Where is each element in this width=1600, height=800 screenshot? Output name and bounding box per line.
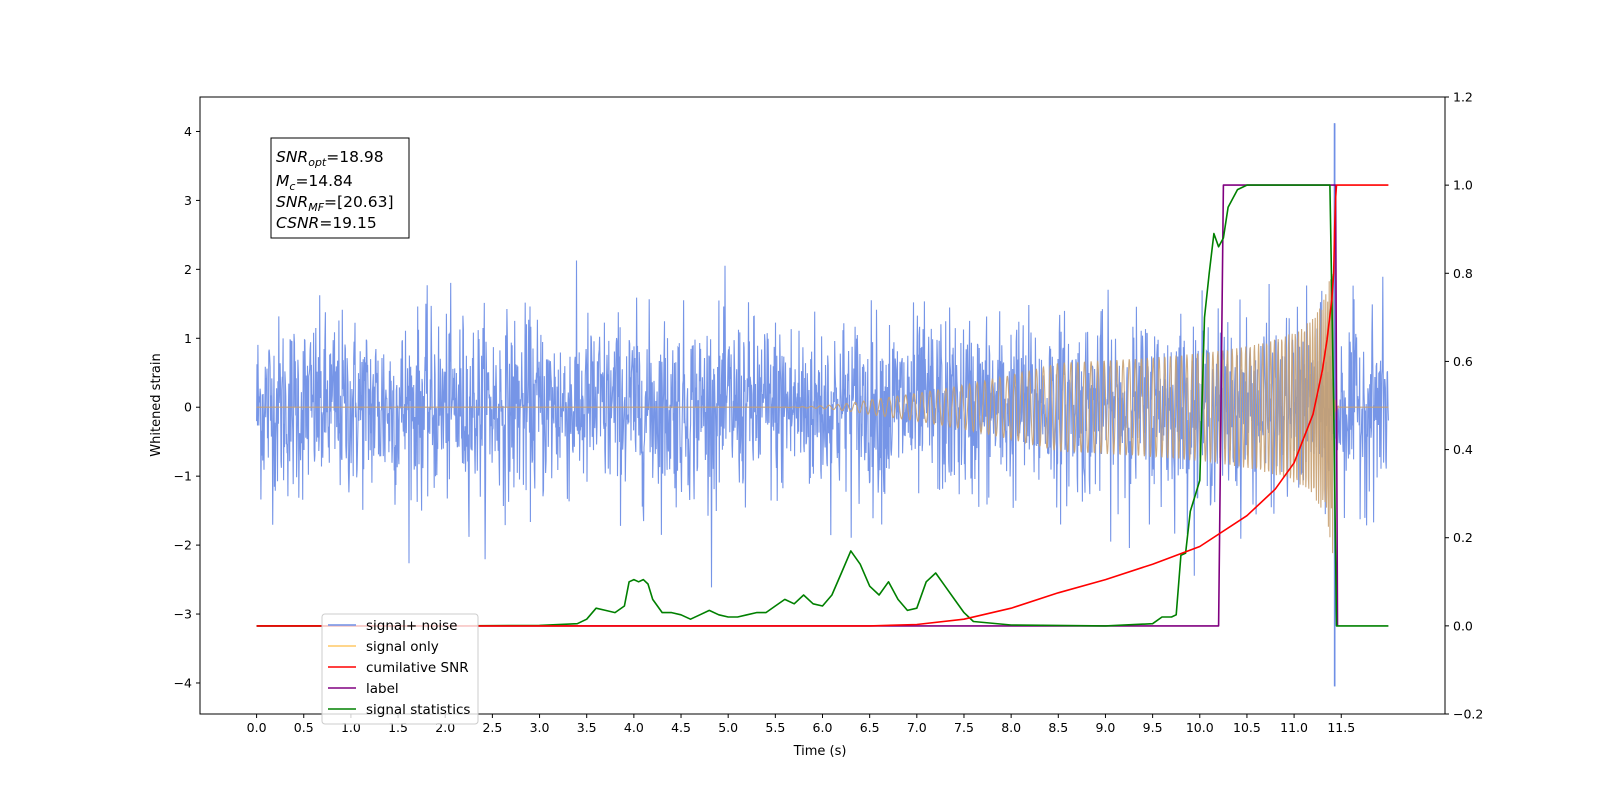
y-tick-label: 3 — [184, 193, 192, 208]
y2-tick-label: 0.8 — [1453, 266, 1473, 281]
y2-tick-label: 1.2 — [1453, 90, 1473, 105]
x-tick-label: 8.0 — [1001, 720, 1021, 735]
y-tick-label: −2 — [174, 538, 192, 553]
x-tick-label: 0.5 — [294, 720, 314, 735]
x-tick-label: 10.5 — [1233, 720, 1261, 735]
x-tick-label: 5.0 — [718, 720, 738, 735]
legend: signal+ noise signal only cumilative SNR… — [321, 613, 479, 725]
x-tick-label: 4.5 — [671, 720, 691, 735]
x-tick-label: 9.0 — [1096, 720, 1116, 735]
x-tick-label: 8.5 — [1048, 720, 1068, 735]
y-tick-label: −1 — [174, 469, 192, 484]
snr-mf-text: SNRMF=[20.63] — [276, 193, 394, 214]
x-tick-label: 5.5 — [765, 720, 785, 735]
y2-tick-label: 0.4 — [1453, 442, 1473, 457]
y-axis-label: Whitened strain — [149, 353, 164, 456]
x-tick-label: 6.5 — [860, 720, 880, 735]
legend-label: label — [366, 681, 399, 697]
y2-tick-label: 0.0 — [1453, 618, 1473, 633]
y-axis-ticks: 4 3 2 1 0 −1 −2 −3 −4 — [174, 124, 200, 690]
x-tick-label: 10.0 — [1186, 720, 1214, 735]
y-tick-label: −3 — [174, 607, 192, 622]
x-tick-label: 11.0 — [1280, 720, 1308, 735]
plot-area — [256, 123, 1389, 687]
x-tick-label: 2.5 — [482, 720, 502, 735]
x-tick-label: 3.0 — [530, 720, 550, 735]
y-tick-label: 0 — [184, 400, 192, 415]
x-tick-label: 0.0 — [247, 720, 267, 735]
y-tick-label: 4 — [184, 124, 192, 139]
metrics-annotation: SNRopt=18.98 Mc=14.84 SNRMF=[20.63] CSNR… — [270, 137, 410, 239]
x-tick-label: 6.0 — [813, 720, 833, 735]
annotation-frame — [270, 137, 410, 239]
label-line — [256, 184, 1339, 627]
y2-tick-label: 1.0 — [1453, 178, 1473, 193]
signal-statistics-line — [256, 184, 1389, 627]
legend-label: signal+ noise — [366, 618, 457, 634]
snr-opt-text: SNRopt=18.98 — [276, 148, 384, 169]
y2-axis-ticks: 1.2 1.0 0.8 0.6 0.4 0.2 0.0 −0.2 — [1445, 90, 1483, 722]
legend-entry-label: label — [328, 681, 399, 697]
y-tick-label: 1 — [184, 331, 192, 346]
csnr-text: CSNR=19.15 — [276, 214, 377, 232]
legend-frame — [321, 613, 479, 725]
legend-label: cumilative SNR — [366, 660, 469, 676]
y2-tick-label: −0.2 — [1453, 707, 1483, 722]
y-tick-label: 2 — [184, 262, 192, 277]
x-tick-label: 3.5 — [577, 720, 597, 735]
legend-entry-signal-noise: signal+ noise — [328, 618, 457, 634]
legend-entry-signal-only: signal only — [328, 639, 439, 655]
x-tick-label: 7.0 — [907, 720, 927, 735]
y2-tick-label: 0.2 — [1453, 530, 1473, 545]
y-tick-label: −4 — [174, 675, 192, 690]
right-axis-series — [256, 184, 1389, 627]
y2-tick-label: 0.6 — [1453, 354, 1473, 369]
signal-noise-line — [256, 123, 1389, 687]
x-axis-label: Time (s) — [793, 744, 847, 759]
x-tick-label: 7.5 — [954, 720, 974, 735]
cumulative-snr-line — [256, 184, 1389, 627]
legend-entry-cumulative-snr: cumilative SNR — [328, 660, 469, 676]
x-tick-label: 4.0 — [624, 720, 644, 735]
mc-text: Mc=14.84 — [276, 172, 353, 193]
x-tick-label: 11.5 — [1327, 720, 1355, 735]
legend-label: signal statistics — [366, 702, 470, 718]
legend-entry-signal-statistics: signal statistics — [328, 702, 470, 718]
x-tick-label: 9.5 — [1143, 720, 1163, 735]
legend-label: signal only — [366, 639, 439, 655]
